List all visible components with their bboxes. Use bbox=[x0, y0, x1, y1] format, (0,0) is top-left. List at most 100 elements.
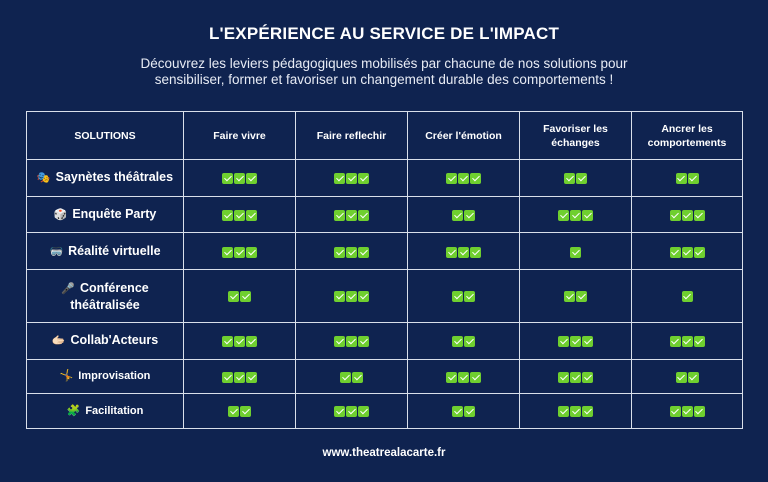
table-row: 🎤 Conférence théâtralisée bbox=[26, 269, 743, 323]
column-header: Faire vivre bbox=[183, 111, 296, 160]
table-row: 🧩 Facilitation bbox=[26, 393, 743, 429]
check-cell bbox=[631, 195, 743, 234]
check-mark-icon bbox=[681, 336, 693, 348]
check-mark-icon bbox=[452, 406, 463, 418]
check-cell bbox=[631, 322, 743, 360]
check-mark-icon bbox=[464, 336, 475, 348]
check-cell bbox=[631, 232, 743, 271]
check-mark-icon bbox=[246, 173, 257, 185]
check-mark-icon bbox=[675, 173, 687, 185]
check-mark-icon bbox=[234, 371, 245, 383]
check-mark-icon bbox=[693, 246, 705, 258]
check-mark-icon bbox=[228, 291, 239, 303]
column-header: Favoriser les échanges bbox=[519, 111, 632, 160]
check-mark-icon bbox=[340, 371, 351, 383]
check-mark-icon bbox=[576, 291, 587, 303]
check-mark-icon bbox=[570, 371, 581, 383]
check-mark-icon bbox=[582, 406, 593, 418]
check-mark-icon bbox=[234, 209, 245, 221]
check-mark-icon bbox=[564, 291, 575, 303]
solution-label: Facilitation bbox=[85, 405, 144, 418]
check-mark-icon bbox=[346, 209, 357, 221]
solution-cell: 🎭 Saynètes théâtrales bbox=[26, 159, 184, 197]
solution-cell: 🎤 Conférence théâtralisée bbox=[26, 269, 184, 323]
check-mark-icon bbox=[334, 173, 345, 185]
check-cell bbox=[519, 232, 632, 271]
check-mark-icon bbox=[582, 209, 593, 221]
website-link[interactable]: www.theatrealacarte.fr bbox=[322, 447, 446, 459]
handshake-icon: 🫱🏻 bbox=[51, 335, 66, 348]
check-mark-icon bbox=[334, 209, 345, 221]
check-cell bbox=[407, 232, 520, 271]
microphone-icon: 🎤 bbox=[61, 282, 75, 295]
solution-cell: 🎲 Enquête Party bbox=[26, 195, 184, 234]
check-mark-icon bbox=[681, 246, 693, 258]
check-mark-icon bbox=[222, 173, 233, 185]
theater-masks-icon: 🎭 bbox=[36, 172, 51, 185]
check-cell bbox=[407, 269, 520, 323]
check-cell bbox=[183, 393, 296, 429]
check-mark-icon bbox=[246, 209, 257, 221]
check-mark-icon bbox=[693, 209, 705, 221]
check-cell bbox=[183, 195, 296, 234]
check-mark-icon bbox=[576, 173, 587, 185]
check-cell bbox=[519, 195, 632, 234]
check-mark-icon bbox=[675, 371, 687, 383]
check-mark-icon bbox=[352, 371, 363, 383]
check-cell bbox=[183, 159, 296, 197]
check-mark-icon bbox=[558, 209, 569, 221]
table-row: 🥽 Réalité virtuelle bbox=[26, 232, 743, 271]
check-mark-icon bbox=[570, 209, 581, 221]
check-mark-icon bbox=[470, 371, 481, 383]
check-cell bbox=[519, 358, 632, 395]
check-mark-icon bbox=[693, 336, 705, 348]
check-mark-icon bbox=[358, 246, 369, 258]
check-mark-icon bbox=[358, 336, 369, 348]
check-cell bbox=[631, 358, 743, 395]
dice-icon: 🎲 bbox=[53, 209, 68, 221]
check-mark-icon bbox=[346, 291, 357, 303]
table-row: 🤸 Improvisation bbox=[26, 358, 743, 395]
check-mark-icon bbox=[669, 406, 681, 418]
check-cell bbox=[407, 393, 520, 429]
check-mark-icon bbox=[358, 291, 369, 303]
check-cell bbox=[295, 358, 408, 395]
check-cell bbox=[183, 232, 296, 271]
check-mark-icon bbox=[558, 406, 569, 418]
solution-label: Réalité virtuelle bbox=[68, 243, 161, 258]
check-mark-icon bbox=[358, 406, 369, 418]
subtitle-line: Découvrez les leviers pédagogiques mobil… bbox=[140, 56, 628, 71]
check-mark-icon bbox=[669, 209, 681, 221]
check-mark-icon bbox=[222, 209, 233, 221]
check-mark-icon bbox=[228, 406, 239, 418]
check-mark-icon bbox=[669, 246, 681, 258]
check-mark-icon bbox=[246, 246, 257, 258]
check-cell bbox=[295, 195, 408, 234]
page-subtitle: Découvrez les leviers pédagogiques mobil… bbox=[0, 56, 768, 88]
check-mark-icon bbox=[687, 371, 699, 383]
check-cell bbox=[183, 322, 296, 360]
solution-label: Collab'Acteurs bbox=[70, 333, 159, 348]
check-mark-icon bbox=[564, 173, 575, 185]
check-mark-icon bbox=[334, 336, 345, 348]
solution-label: Enquête Party bbox=[72, 207, 157, 221]
check-mark-icon bbox=[464, 406, 475, 418]
column-header: Créer l'émotion bbox=[407, 111, 520, 160]
check-mark-icon bbox=[234, 173, 245, 185]
check-mark-icon bbox=[693, 406, 705, 418]
solution-cell: 🧩 Facilitation bbox=[26, 393, 184, 429]
check-mark-icon bbox=[222, 246, 233, 258]
solution-cell: 🥽 Réalité virtuelle bbox=[26, 232, 184, 271]
check-mark-icon bbox=[234, 246, 245, 258]
column-header: SOLUTIONS bbox=[26, 111, 184, 160]
check-mark-icon bbox=[358, 209, 369, 221]
check-mark-icon bbox=[681, 291, 693, 303]
check-mark-icon bbox=[570, 246, 581, 258]
solution-label: Saynètes théâtrales bbox=[55, 170, 174, 185]
check-mark-icon bbox=[464, 209, 475, 221]
check-mark-icon bbox=[246, 336, 257, 348]
check-mark-icon bbox=[558, 371, 569, 383]
table-row: 🫱🏻 Collab'Acteurs bbox=[26, 322, 743, 360]
check-mark-icon bbox=[346, 246, 357, 258]
check-cell bbox=[295, 269, 408, 323]
